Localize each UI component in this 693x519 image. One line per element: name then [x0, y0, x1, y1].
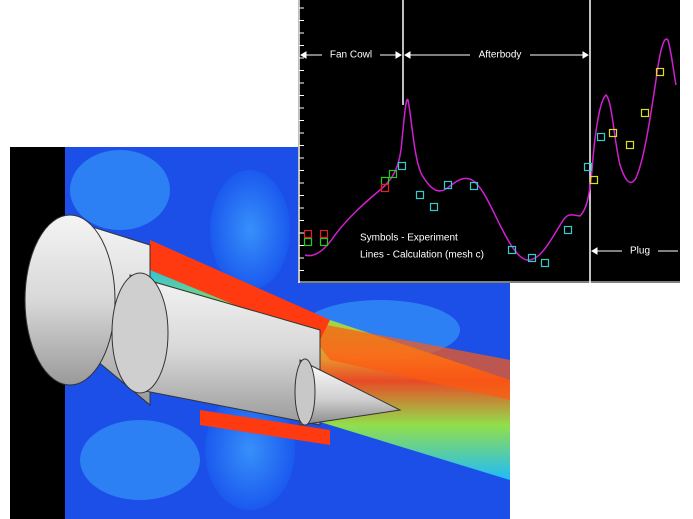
calculation-line [304, 38, 677, 261]
symbol [380, 183, 390, 193]
symbol [608, 128, 618, 138]
symbol [303, 229, 313, 239]
symbol [540, 258, 550, 268]
symbol [319, 229, 329, 239]
symbol [563, 225, 573, 235]
symbol [397, 161, 407, 171]
symbol [319, 237, 329, 247]
legend-entry: Symbols - Experiment [360, 233, 458, 244]
chart-panel: Fan Cowl Afterbody Plug Symbols - Experi… [298, 0, 680, 283]
symbol [443, 180, 453, 190]
symbol [388, 169, 398, 179]
symbol [303, 237, 313, 247]
symbol [527, 253, 537, 263]
symbol [429, 202, 439, 212]
symbol [583, 162, 593, 172]
region-label: Plug [630, 246, 650, 257]
symbol [589, 175, 599, 185]
axis-ticks [299, 7, 304, 271]
symbol [655, 67, 665, 77]
region-label: Fan Cowl [330, 50, 372, 61]
region-label: Afterbody [479, 50, 522, 61]
symbol [640, 108, 650, 118]
symbol [469, 181, 479, 191]
experiment-symbols [303, 67, 665, 268]
symbol [625, 140, 635, 150]
legend-entry: Lines - Calculation (mesh c) [360, 250, 484, 261]
symbol [507, 245, 517, 255]
symbol [596, 132, 606, 142]
symbol [415, 190, 425, 200]
